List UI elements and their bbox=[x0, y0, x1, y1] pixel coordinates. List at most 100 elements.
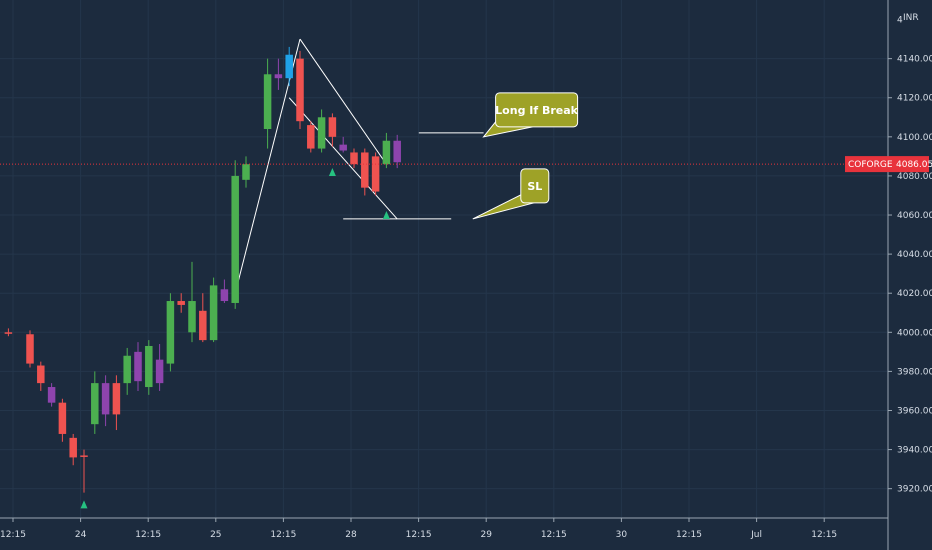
candle bbox=[155, 344, 164, 391]
y-tick-label: 3920.00 bbox=[897, 485, 932, 495]
x-tick-label: 30 bbox=[616, 530, 628, 540]
callout[interactable]: Long If Break bbox=[482, 92, 579, 138]
candle bbox=[285, 46, 293, 87]
candle bbox=[188, 261, 196, 343]
x-tick-label: Jul bbox=[750, 530, 762, 540]
candle bbox=[274, 58, 283, 90]
callout-text: SL bbox=[527, 180, 542, 193]
callout[interactable]: SL bbox=[472, 168, 550, 220]
candle-body bbox=[220, 289, 229, 302]
price-badge: COFORGE 4086.05 bbox=[845, 156, 932, 173]
grid bbox=[0, 0, 888, 518]
y-tick-label: 4100.00 bbox=[897, 133, 932, 143]
candle bbox=[4, 328, 13, 337]
trendline[interactable] bbox=[299, 38, 387, 165]
currency-label: INR bbox=[903, 13, 919, 23]
candle bbox=[145, 340, 153, 395]
candle-body bbox=[263, 74, 272, 130]
candle bbox=[166, 293, 175, 372]
y-tick-label: 4 bbox=[897, 16, 903, 26]
candle-body bbox=[4, 332, 13, 334]
candle-body bbox=[371, 156, 380, 192]
candle-body bbox=[101, 383, 110, 415]
candle bbox=[123, 347, 131, 395]
signal-arrow-up bbox=[328, 168, 336, 177]
y-tick-label: 4040.00 bbox=[897, 250, 932, 260]
x-axis[interactable]: 12:15 24 12:15 25 12:15 28 12:15 29 12:15 30 12:15… bbox=[0, 518, 837, 540]
candle bbox=[69, 433, 77, 466]
candle-body bbox=[166, 301, 175, 364]
candle-body bbox=[231, 175, 239, 303]
signal-arrow-up bbox=[80, 500, 88, 509]
x-tick-label: 24 bbox=[75, 530, 87, 540]
candle bbox=[91, 371, 99, 434]
x-tick-label: 12:15 bbox=[406, 530, 432, 540]
candle-body bbox=[58, 402, 67, 434]
candle bbox=[296, 50, 304, 130]
candle-body bbox=[112, 383, 121, 415]
candle bbox=[317, 109, 326, 153]
y-tick-label: 3980.00 bbox=[897, 367, 932, 377]
last-price-label: 4086.05 bbox=[896, 160, 932, 170]
candle-body bbox=[155, 359, 164, 384]
candle bbox=[393, 134, 401, 169]
candle-body bbox=[145, 345, 153, 388]
candle bbox=[339, 136, 347, 153]
candle bbox=[350, 148, 358, 169]
trendline[interactable] bbox=[288, 97, 398, 220]
x-tick-label: 12:15 bbox=[270, 530, 296, 540]
candle-body bbox=[274, 74, 283, 79]
candle-body bbox=[307, 125, 315, 149]
candle bbox=[209, 277, 218, 343]
candle bbox=[242, 156, 250, 188]
candle bbox=[134, 342, 142, 391]
y-tick-label: 4120.00 bbox=[897, 94, 932, 104]
candle-body bbox=[177, 301, 185, 305]
candle-body bbox=[242, 164, 250, 180]
candle bbox=[112, 375, 121, 431]
y-tick-label: 3940.00 bbox=[897, 446, 932, 456]
candle bbox=[80, 449, 88, 493]
candle bbox=[328, 113, 337, 147]
callout-box bbox=[520, 168, 550, 204]
candle-body bbox=[123, 355, 131, 384]
candle-body bbox=[285, 54, 293, 79]
candle bbox=[382, 132, 391, 169]
x-tick-label: 12:15 bbox=[676, 530, 702, 540]
candle bbox=[58, 398, 67, 442]
candle-body bbox=[209, 285, 218, 341]
candle-body bbox=[296, 58, 304, 122]
symbol-label: COFORGE bbox=[848, 160, 893, 170]
y-tick-label: 3960.00 bbox=[897, 406, 932, 416]
x-tick-label: 12:15 bbox=[0, 530, 26, 540]
candle-body bbox=[350, 152, 358, 165]
callout-box bbox=[495, 92, 579, 128]
candle-body bbox=[134, 351, 142, 382]
x-tick-label: 25 bbox=[210, 530, 221, 540]
candle bbox=[371, 152, 380, 196]
signal-arrows bbox=[80, 168, 390, 509]
candle bbox=[101, 375, 110, 427]
y-tick-label: 4140.00 bbox=[897, 55, 932, 65]
callouts: Long If Break SL bbox=[472, 92, 579, 220]
candle-body bbox=[317, 117, 326, 149]
candle-body bbox=[26, 334, 34, 364]
y-tick-label: 4060.00 bbox=[897, 211, 932, 221]
candle-body bbox=[188, 301, 196, 333]
candle-body bbox=[199, 310, 207, 341]
candle bbox=[220, 279, 229, 303]
candle-body bbox=[37, 365, 45, 384]
x-tick-label: 12:15 bbox=[135, 530, 161, 540]
candle bbox=[47, 383, 56, 407]
candle bbox=[26, 330, 34, 368]
candle-body bbox=[361, 152, 369, 188]
candle-body bbox=[339, 144, 347, 151]
y-axis[interactable]: 3920.00 3940.00 3960.00 3980.00 4000.00 4020.… bbox=[888, 16, 932, 495]
candle bbox=[37, 361, 45, 391]
x-tick-label: 12:15 bbox=[541, 530, 567, 540]
candle-body bbox=[328, 117, 337, 137]
y-tick-label: 4020.00 bbox=[897, 289, 932, 299]
candle bbox=[231, 160, 239, 309]
candle-body bbox=[91, 383, 99, 425]
